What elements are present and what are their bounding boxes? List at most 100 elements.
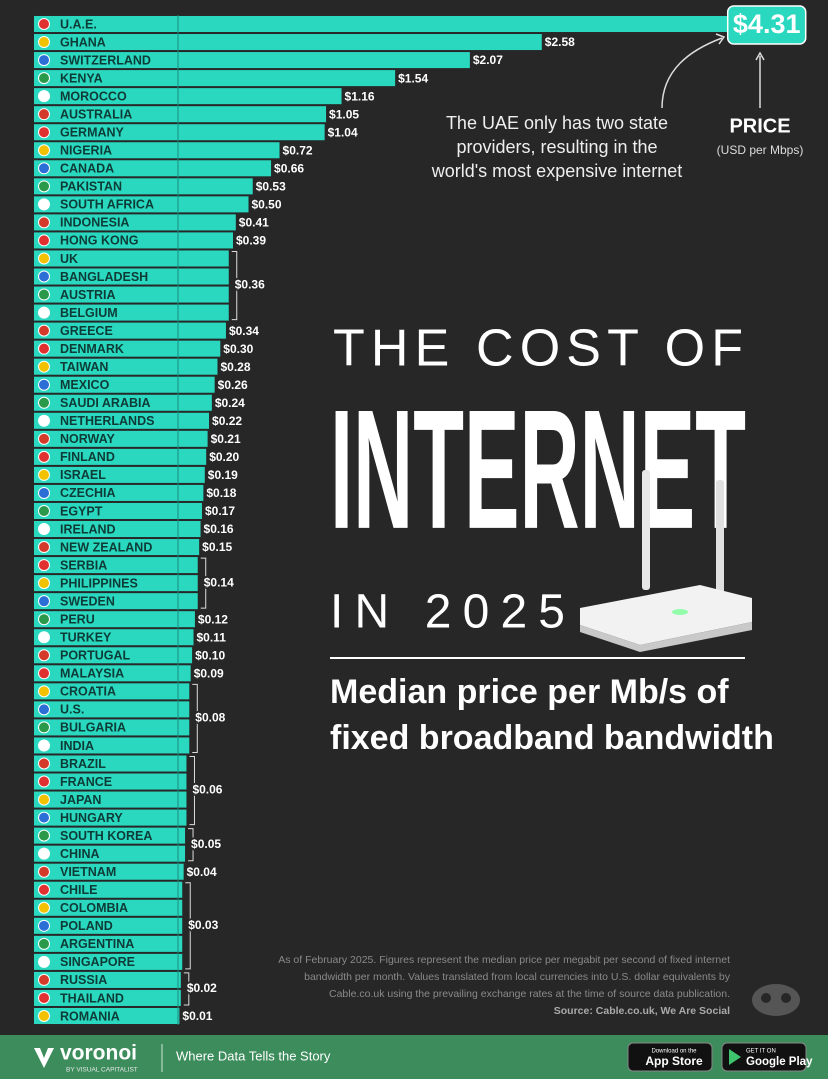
router-illustration	[580, 470, 752, 652]
category-label: BULGARIA	[60, 721, 126, 735]
category-label: THAILAND	[60, 991, 124, 1005]
category-label: ISRAEL	[60, 468, 106, 482]
category-label: NORWAY	[60, 432, 116, 446]
value-label: $0.18	[206, 486, 236, 500]
flag	[38, 649, 50, 662]
flag	[38, 613, 50, 626]
value-label: $0.10	[195, 648, 225, 662]
category-label: SERBIA	[60, 558, 107, 572]
category-label: NIGERIA	[60, 144, 112, 158]
category-label: SAUDI ARABIA	[60, 396, 151, 410]
value-label: $0.08	[195, 711, 225, 725]
category-label: GHANA	[60, 35, 106, 49]
bar	[34, 376, 215, 393]
value-label: $0.66	[274, 161, 304, 175]
group-bracket	[183, 972, 190, 1006]
category-label: CROATIA	[60, 685, 116, 699]
flag	[38, 757, 50, 770]
value-label: $0.14	[204, 575, 234, 589]
category-label: AUSTRALIA	[60, 107, 132, 121]
value-label: $0.15	[202, 540, 232, 554]
brand-sub: BY VISUAL CAPITALIST	[66, 1067, 138, 1074]
bar	[34, 863, 184, 880]
flag	[38, 667, 50, 680]
value-label: $0.09	[194, 666, 224, 680]
value-label: $1.16	[345, 89, 375, 103]
category-label: RUSSIA	[60, 973, 107, 987]
value-label: $0.20	[209, 450, 239, 464]
value-label: $0.17	[205, 504, 235, 518]
arrow-head	[755, 51, 765, 61]
category-label: GERMANY	[60, 126, 125, 140]
annotation: providers, resulting in the	[456, 137, 657, 157]
bar	[34, 196, 249, 213]
bar-chart: U.A.E. GHANA SWITZERLAND KENYA MOROCCO AUSTRA…	[34, 5, 807, 1026]
bar	[34, 701, 190, 718]
bar	[34, 232, 233, 249]
bar	[34, 665, 191, 682]
value-label: $0.28	[220, 360, 250, 374]
note: bandwidth per month. Values translated f…	[304, 971, 731, 983]
category-label: POLAND	[60, 919, 113, 933]
value-label: $1.54	[398, 71, 428, 85]
category-label: BRAZIL	[60, 757, 106, 771]
category-label: MOROCCO	[60, 89, 127, 103]
flag	[38, 396, 50, 409]
value-label: $0.16	[204, 522, 234, 536]
flag	[38, 54, 50, 67]
bar	[34, 917, 183, 934]
category-label: MALAYSIA	[60, 667, 124, 681]
value-label: $0.11	[197, 630, 227, 644]
category-label: HONG KONG	[60, 234, 138, 248]
bar	[34, 575, 198, 592]
bar	[34, 683, 190, 700]
app-store-small: Download on the	[651, 1049, 697, 1055]
value-label: $0.06	[192, 783, 222, 797]
highlight-box	[726, 5, 807, 45]
google-play-button[interactable]	[721, 1042, 807, 1072]
subtitle: Median price per Mb/s of	[330, 673, 729, 711]
category-label: EGYPT	[60, 504, 103, 518]
bar	[34, 484, 204, 501]
flag	[38, 595, 50, 608]
play-icon	[729, 1049, 741, 1065]
flag	[38, 252, 50, 265]
bar	[34, 160, 272, 177]
bar	[34, 989, 181, 1006]
flag	[38, 577, 50, 590]
bar	[34, 15, 786, 33]
app-store-button[interactable]	[627, 1042, 713, 1072]
group-bracket	[189, 755, 195, 826]
category-label: NEW ZEALAND	[60, 540, 152, 554]
group-bracket	[185, 882, 191, 970]
flag	[38, 36, 50, 49]
bar	[34, 521, 201, 538]
category-label: PHILIPPINES	[60, 576, 138, 590]
flag	[38, 559, 50, 572]
flag	[38, 126, 50, 139]
bar	[34, 737, 190, 754]
value-label: $0.24	[215, 396, 245, 410]
value-label: $1.04	[328, 125, 358, 139]
note: Cable.co.uk using the prevailing exchang…	[329, 988, 730, 1000]
brand: voronoi	[60, 1042, 137, 1065]
category-label: CHINA	[60, 847, 100, 861]
bar	[34, 268, 229, 285]
category-label: VIETNAM	[60, 865, 116, 879]
bar	[34, 430, 208, 447]
flag	[38, 991, 50, 1004]
flag	[38, 162, 50, 175]
subtitle: fixed broadband bandwidth	[330, 719, 774, 757]
category-label: PORTUGAL	[60, 649, 131, 663]
flag	[38, 937, 50, 950]
flag	[38, 288, 50, 301]
bar	[34, 286, 229, 303]
value-label: $0.41	[239, 216, 269, 230]
value-label: $0.21	[211, 432, 241, 446]
flag	[38, 180, 50, 193]
category-label: SWITZERLAND	[60, 53, 151, 67]
source: Source: Cable.co.uk, We Are Social	[554, 1005, 730, 1017]
category-label: BELGIUM	[60, 306, 118, 320]
title: IN 2025	[330, 586, 565, 639]
